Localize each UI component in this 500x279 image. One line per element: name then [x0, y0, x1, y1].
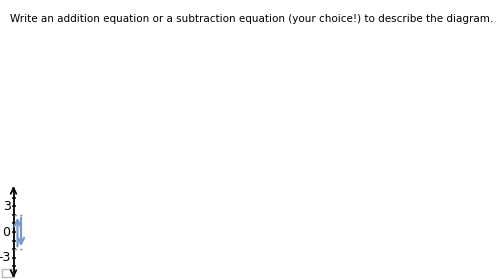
Text: Write an addition equation or a subtraction equation (your choice!) to describe : Write an addition equation or a subtract…: [10, 14, 493, 24]
Text: -3: -3: [0, 251, 10, 264]
Text: 3: 3: [2, 200, 10, 213]
FancyBboxPatch shape: [2, 269, 14, 276]
Text: 0: 0: [2, 225, 10, 239]
